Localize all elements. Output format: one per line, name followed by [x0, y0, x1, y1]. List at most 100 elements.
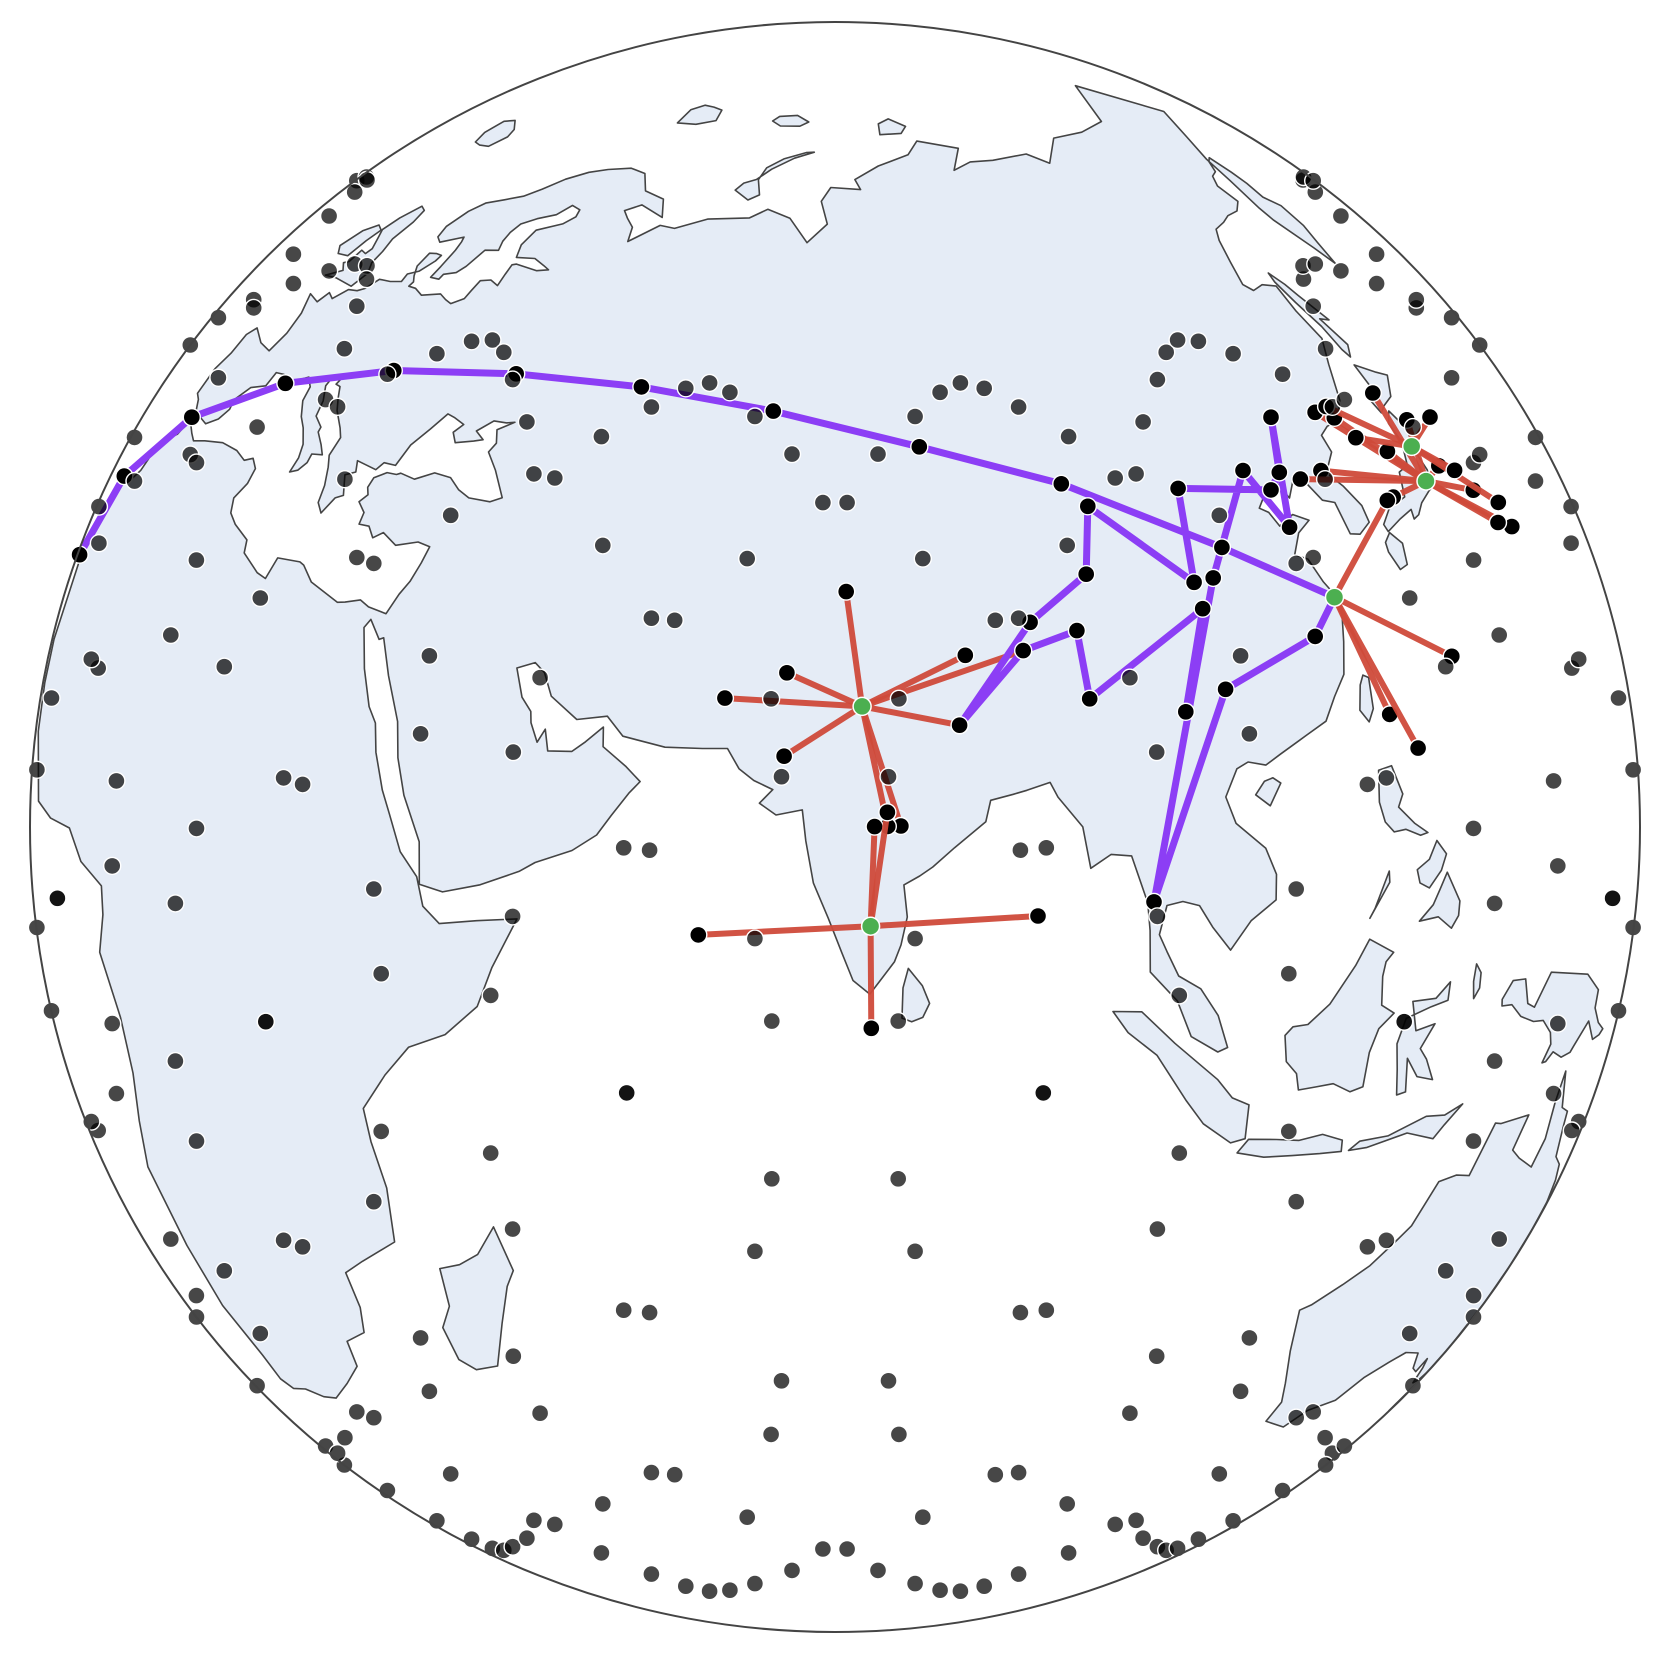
satellite-marker[interactable]	[503, 907, 522, 926]
satellite-marker[interactable]	[335, 339, 354, 358]
satellite-marker[interactable]	[462, 332, 481, 351]
linked-satellite-marker[interactable]	[1291, 469, 1310, 489]
route-satellite-marker[interactable]	[1080, 689, 1099, 708]
satellite-marker[interactable]	[256, 1012, 275, 1031]
satellite-marker[interactable]	[372, 964, 391, 983]
satellite-marker[interactable]	[1148, 370, 1167, 389]
satellite-marker[interactable]	[1286, 1408, 1306, 1427]
satellite-marker[interactable]	[1057, 1494, 1077, 1514]
satellite-marker[interactable]	[761, 689, 781, 708]
satellite-marker[interactable]	[364, 554, 383, 573]
satellite-marker[interactable]	[1315, 470, 1335, 489]
satellite-marker[interactable]	[1367, 244, 1386, 264]
satellite-marker[interactable]	[642, 1564, 661, 1584]
satellite-marker[interactable]	[1286, 1192, 1306, 1211]
satellite-marker[interactable]	[107, 771, 126, 791]
route-satellite-marker[interactable]	[1212, 538, 1232, 557]
satellite-marker[interactable]	[720, 383, 740, 402]
satellite-marker[interactable]	[642, 1463, 661, 1482]
satellite-marker[interactable]	[89, 534, 109, 553]
satellite-marker[interactable]	[48, 889, 67, 908]
satellite-marker[interactable]	[427, 344, 447, 363]
linked-satellite-marker[interactable]	[1378, 491, 1397, 510]
satellite-marker[interactable]	[1231, 646, 1250, 665]
satellite-marker[interactable]	[1358, 775, 1377, 794]
satellite-marker[interactable]	[1126, 464, 1146, 484]
route-satellite-marker[interactable]	[1076, 565, 1096, 584]
satellite-marker[interactable]	[813, 1539, 833, 1559]
satellite-marker[interactable]	[614, 1300, 633, 1320]
satellite-marker[interactable]	[1189, 332, 1208, 351]
satellite-marker[interactable]	[187, 550, 206, 570]
satellite-marker[interactable]	[745, 1242, 765, 1261]
route-satellite-marker[interactable]	[1176, 702, 1196, 721]
satellite-marker[interactable]	[1105, 1515, 1125, 1534]
satellite-marker[interactable]	[1303, 548, 1323, 567]
satellite-marker[interactable]	[347, 548, 366, 567]
satellite-marker[interactable]	[1231, 1382, 1250, 1401]
linked-satellite-marker[interactable]	[1408, 738, 1428, 758]
satellite-marker[interactable]	[483, 330, 502, 350]
satellite-marker[interactable]	[82, 650, 101, 669]
gs-bangalore-marker[interactable]	[860, 916, 881, 936]
linked-satellite-marker[interactable]	[1445, 461, 1464, 480]
satellite-marker[interactable]	[1009, 1564, 1028, 1584]
satellite-marker[interactable]	[676, 379, 695, 398]
satellite-marker[interactable]	[642, 397, 661, 417]
satellite-marker[interactable]	[762, 1169, 781, 1189]
satellite-marker[interactable]	[593, 1494, 612, 1514]
satellite-marker[interactable]	[1170, 986, 1189, 1005]
satellite-marker[interactable]	[617, 1083, 636, 1103]
satellite-marker[interactable]	[1609, 688, 1628, 708]
satellite-marker[interactable]	[1464, 1131, 1483, 1151]
satellite-marker[interactable]	[930, 383, 950, 402]
satellite-marker[interactable]	[1436, 1261, 1455, 1281]
satellite-marker[interactable]	[1358, 1237, 1377, 1257]
satellite-marker[interactable]	[347, 1402, 366, 1422]
satellite-marker[interactable]	[1147, 1346, 1166, 1366]
satellite-marker[interactable]	[481, 986, 500, 1005]
linked-satellite-marker[interactable]	[862, 1019, 881, 1038]
satellite-marker[interactable]	[986, 1465, 1005, 1484]
satellite-marker[interactable]	[1057, 536, 1077, 555]
satellite-marker[interactable]	[1147, 742, 1166, 762]
satellite-marker[interactable]	[1436, 657, 1455, 676]
satellite-marker[interactable]	[1168, 330, 1187, 350]
satellite-marker[interactable]	[503, 1219, 522, 1239]
satellite-marker[interactable]	[530, 1403, 550, 1423]
satellite-marker[interactable]	[1120, 668, 1140, 687]
route-satellite-marker[interactable]	[182, 408, 202, 427]
satellite-marker[interactable]	[1464, 819, 1483, 838]
satellite-marker[interactable]	[813, 493, 833, 512]
satellite-marker[interactable]	[930, 1580, 950, 1600]
satellite-marker[interactable]	[530, 668, 550, 687]
route-satellite-marker[interactable]	[1078, 497, 1098, 516]
satellite-marker[interactable]	[1367, 274, 1386, 293]
satellite-marker[interactable]	[215, 657, 234, 676]
satellite-marker[interactable]	[284, 274, 303, 293]
satellite-marker[interactable]	[1286, 554, 1306, 573]
route-satellite-marker[interactable]	[632, 377, 651, 397]
satellite-marker[interactable]	[1544, 771, 1563, 791]
satellite-marker[interactable]	[1148, 907, 1167, 926]
satellite-marker[interactable]	[782, 444, 802, 464]
satellite-marker[interactable]	[42, 688, 61, 708]
route-satellite-marker[interactable]	[1203, 568, 1223, 588]
gs-shanghai-marker[interactable]	[1324, 587, 1345, 607]
linked-satellite-marker[interactable]	[1028, 906, 1048, 926]
satellite-marker[interactable]	[772, 767, 791, 786]
satellite-marker[interactable]	[102, 856, 122, 876]
satellite-marker[interactable]	[1170, 1143, 1189, 1163]
satellite-marker[interactable]	[1120, 1403, 1140, 1423]
satellite-marker[interactable]	[107, 1084, 126, 1103]
satellite-marker[interactable]	[1561, 534, 1581, 553]
satellite-marker[interactable]	[905, 1574, 925, 1593]
satellite-marker[interactable]	[517, 412, 537, 432]
satellite-marker[interactable]	[889, 689, 909, 708]
satellite-marker[interactable]	[868, 1561, 888, 1580]
satellite-marker[interactable]	[1377, 768, 1396, 788]
satellite-marker[interactable]	[251, 1324, 270, 1343]
satellite-marker[interactable]	[335, 470, 355, 489]
satellite-marker[interactable]	[1303, 1402, 1323, 1422]
satellite-marker[interactable]	[905, 929, 925, 948]
